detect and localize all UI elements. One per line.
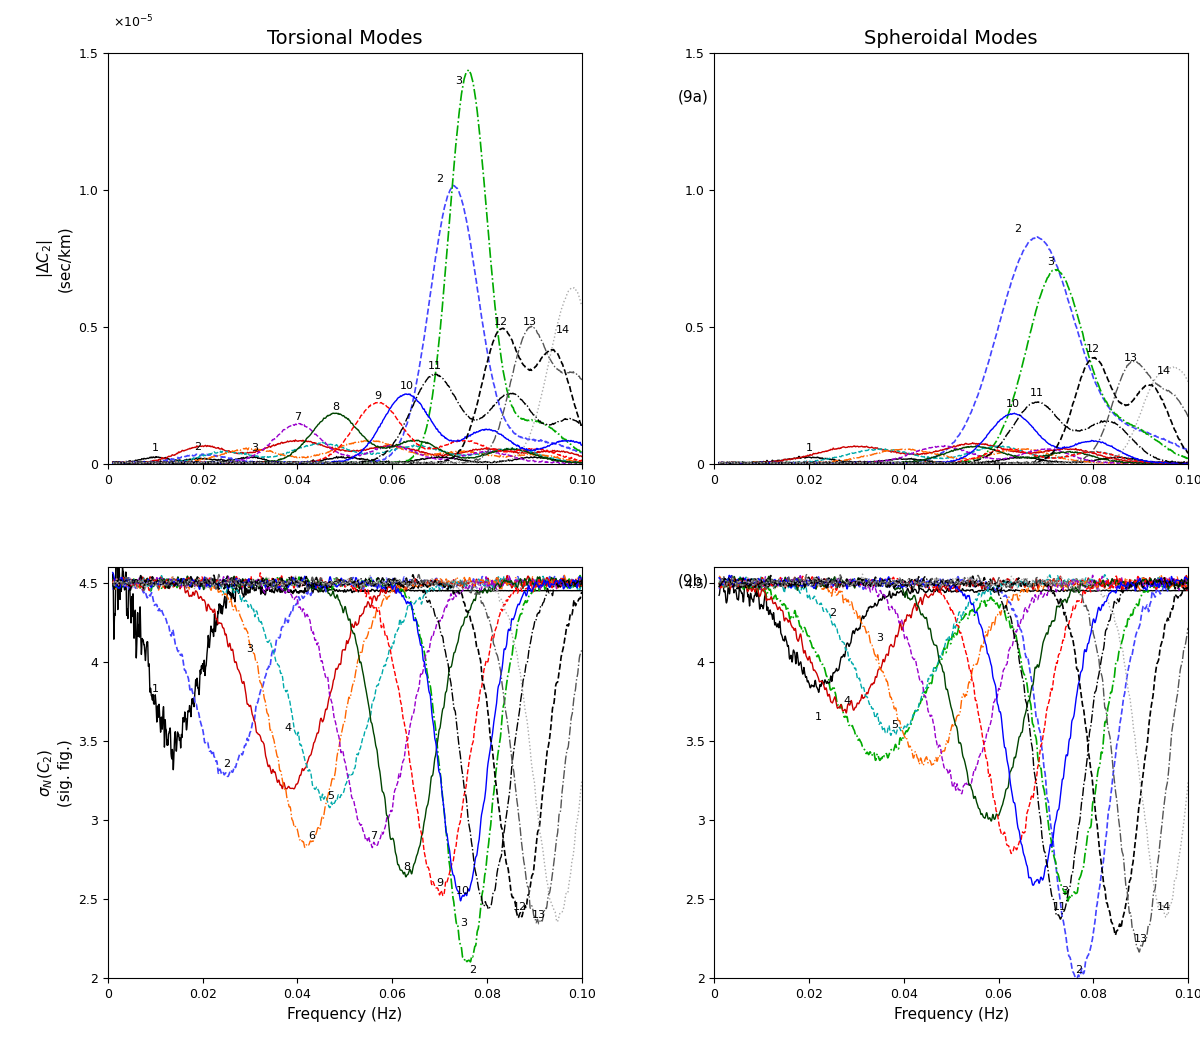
Text: 2: 2 — [1075, 965, 1082, 975]
Text: 8: 8 — [403, 863, 410, 872]
Text: 3: 3 — [247, 644, 253, 654]
Text: 2: 2 — [194, 442, 202, 451]
Text: 3: 3 — [455, 76, 462, 85]
Text: 1: 1 — [152, 684, 158, 693]
Text: 10: 10 — [400, 382, 414, 391]
X-axis label: Frequency (Hz): Frequency (Hz) — [894, 1007, 1009, 1021]
Text: 12: 12 — [514, 902, 527, 912]
Title: Spheroidal Modes: Spheroidal Modes — [864, 29, 1038, 48]
Text: 3: 3 — [1061, 886, 1068, 896]
Text: 7: 7 — [370, 831, 377, 841]
Y-axis label: $\sigma_N(C_2)$
(sig. fig.): $\sigma_N(C_2)$ (sig. fig.) — [37, 739, 73, 807]
Text: 10: 10 — [456, 886, 470, 896]
Text: 11: 11 — [428, 361, 442, 370]
Text: 9: 9 — [436, 878, 443, 888]
Text: 13: 13 — [1134, 933, 1147, 944]
Text: 5: 5 — [328, 791, 334, 802]
Text: 9: 9 — [374, 391, 382, 401]
Text: 7: 7 — [294, 411, 301, 422]
Text: 11: 11 — [1054, 902, 1067, 912]
Text: 2: 2 — [469, 965, 476, 975]
Text: 3: 3 — [1048, 257, 1054, 266]
Text: 4: 4 — [284, 723, 292, 733]
Text: 12: 12 — [1086, 344, 1100, 355]
Text: 2: 2 — [223, 760, 230, 769]
Text: 2: 2 — [436, 175, 443, 184]
Text: (9a): (9a) — [678, 89, 709, 104]
Text: 2: 2 — [829, 608, 836, 618]
Text: 3: 3 — [877, 633, 883, 643]
Text: 1: 1 — [805, 443, 812, 453]
Text: 12: 12 — [494, 317, 509, 327]
Text: 11: 11 — [1030, 388, 1044, 399]
Text: $\times 10^{-5}$: $\times 10^{-5}$ — [113, 14, 154, 29]
Text: 8: 8 — [332, 402, 338, 412]
Text: 3: 3 — [251, 443, 258, 453]
Title: Torsional Modes: Torsional Modes — [268, 29, 422, 48]
Text: 14: 14 — [556, 325, 570, 336]
Text: 6: 6 — [308, 831, 316, 841]
Y-axis label: $|\Delta C_2|$
(sec/km): $|\Delta C_2|$ (sec/km) — [35, 225, 73, 291]
Text: 14: 14 — [1157, 366, 1171, 377]
Text: 2: 2 — [1014, 224, 1021, 234]
X-axis label: Frequency (Hz): Frequency (Hz) — [287, 1007, 402, 1021]
Text: 10: 10 — [1006, 399, 1020, 409]
Text: 3: 3 — [460, 917, 467, 928]
Text: 13: 13 — [1124, 352, 1138, 363]
Text: 14: 14 — [1157, 902, 1171, 912]
Text: 1: 1 — [815, 712, 822, 722]
Text: 5: 5 — [890, 720, 898, 730]
Text: 13: 13 — [522, 317, 536, 327]
Text: (9b): (9b) — [678, 573, 709, 588]
Text: 13: 13 — [532, 910, 546, 919]
Text: 1: 1 — [152, 443, 158, 453]
Text: 4: 4 — [844, 696, 851, 706]
